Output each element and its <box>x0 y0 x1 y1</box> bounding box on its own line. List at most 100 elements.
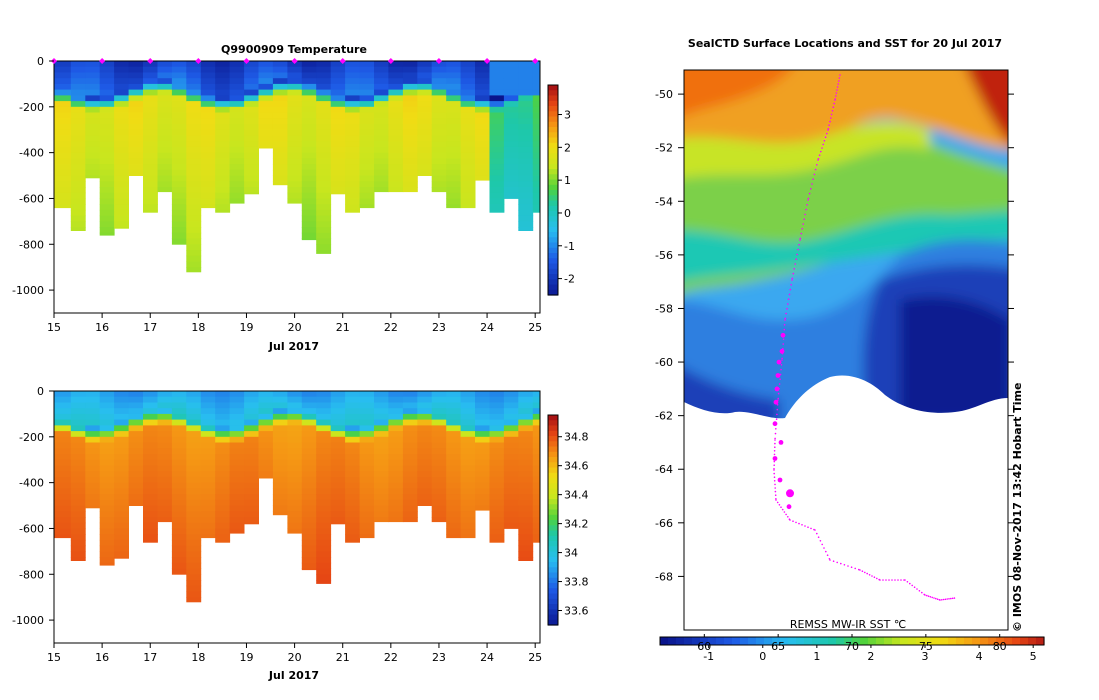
surface-marker <box>435 58 442 64</box>
section-cell <box>330 95 346 102</box>
section-cell <box>99 494 115 501</box>
section-cell <box>316 499 332 506</box>
section-cell <box>301 413 317 421</box>
section-cell <box>70 164 86 171</box>
colorbar-swatch <box>548 509 558 516</box>
x-tick-label: 22 <box>384 651 398 664</box>
section-cell <box>446 408 462 415</box>
section-cell <box>99 459 115 466</box>
section-cell <box>345 118 360 125</box>
section-cell <box>431 419 447 426</box>
section-cell <box>489 169 505 176</box>
section-cell <box>171 164 187 171</box>
section-cell <box>54 425 72 432</box>
section-cell <box>489 164 505 171</box>
section-cell <box>54 476 72 484</box>
colorbar-swatch <box>548 430 558 437</box>
section-cell <box>518 448 534 455</box>
section-cell <box>99 408 115 415</box>
section-cell <box>446 431 462 438</box>
track-dot <box>794 263 796 265</box>
colorbar-swatch <box>548 132 558 139</box>
section-cell <box>99 425 115 432</box>
section-cell <box>402 511 418 518</box>
section-cell <box>70 141 86 148</box>
colorbar-swatch <box>548 583 558 589</box>
section-cell <box>503 459 519 466</box>
section-cell <box>417 66 433 73</box>
section-cell <box>99 124 115 131</box>
section-cell <box>460 419 476 426</box>
section-cell <box>244 146 259 154</box>
section-cell <box>171 187 187 194</box>
section-cell <box>272 494 288 501</box>
section-cell <box>446 152 462 159</box>
section-cell <box>85 459 101 466</box>
section-cell <box>70 408 86 415</box>
section-cell <box>330 135 346 142</box>
section-cell <box>489 187 505 194</box>
colorbar-swatch <box>548 85 558 91</box>
section-cell <box>70 204 86 211</box>
section-cell <box>431 488 447 495</box>
section-cell <box>316 545 332 552</box>
section-cell <box>503 488 519 495</box>
track-dot <box>798 244 800 246</box>
section-cell <box>54 419 72 426</box>
surface-marker <box>147 58 154 64</box>
section-cell <box>200 158 216 165</box>
track-dot <box>882 579 884 581</box>
section-cell <box>518 135 534 142</box>
section-cell <box>186 511 202 518</box>
section-cell <box>99 562 115 566</box>
section-cell <box>258 425 274 432</box>
section-cell <box>171 106 187 113</box>
section-cell <box>489 431 505 438</box>
section-cell <box>518 413 534 421</box>
section-cell <box>359 482 375 489</box>
section-cell <box>171 181 187 188</box>
section-cell <box>200 152 216 159</box>
section-cell <box>388 488 404 495</box>
section-cell <box>402 419 418 426</box>
section-cell <box>503 419 519 426</box>
section-cell <box>489 181 505 188</box>
section-cell <box>532 209 541 213</box>
colorbar-swatch <box>548 525 558 532</box>
section-cell <box>258 66 274 73</box>
section-cell <box>186 448 202 455</box>
section-cell <box>330 61 346 68</box>
section-cell <box>503 112 519 119</box>
track-dot <box>773 472 775 475</box>
section-cell <box>316 448 332 455</box>
section-cell <box>99 181 115 188</box>
section-cell <box>345 181 360 188</box>
section-cell <box>359 118 375 125</box>
section-cell <box>446 494 462 501</box>
section-cell <box>532 391 541 398</box>
section-cell <box>244 78 259 85</box>
section-cell <box>330 129 346 136</box>
colorbar-swatch <box>548 514 558 521</box>
section-cell <box>359 465 375 472</box>
section-cell <box>215 471 231 478</box>
section-cell <box>518 141 534 148</box>
section-cell <box>489 436 505 443</box>
sst-colorbar-swatch <box>924 637 933 645</box>
section-cell <box>532 124 541 131</box>
section-cell <box>70 528 86 535</box>
section-cell <box>114 61 129 68</box>
section-cell <box>70 209 86 217</box>
section-cell <box>287 442 303 449</box>
section-cell <box>489 391 505 398</box>
section-cell <box>70 106 86 113</box>
section-cell <box>316 135 332 142</box>
section-cell <box>272 158 288 165</box>
section-cell <box>330 112 346 119</box>
section-cell <box>518 204 534 211</box>
section-cell <box>99 135 115 142</box>
section-cell <box>287 436 303 443</box>
section-cell <box>301 465 317 472</box>
section-cell <box>114 141 129 148</box>
section-cell <box>272 408 288 415</box>
